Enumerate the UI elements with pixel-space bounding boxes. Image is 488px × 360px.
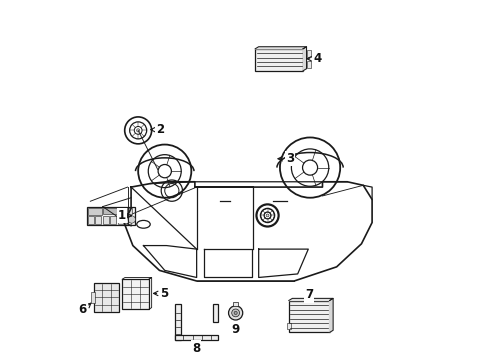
Polygon shape: [303, 47, 306, 71]
Circle shape: [231, 309, 239, 317]
Bar: [122, 279, 148, 309]
Text: 4: 4: [313, 52, 321, 65]
Bar: [88, 208, 102, 215]
Bar: [127, 208, 132, 214]
Text: 6: 6: [79, 303, 87, 316]
Text: 1: 1: [118, 209, 126, 222]
Text: 3: 3: [285, 152, 293, 165]
Bar: [88, 216, 94, 224]
Text: 2: 2: [156, 123, 164, 136]
Bar: [175, 334, 218, 339]
Circle shape: [228, 306, 242, 320]
Bar: [117, 216, 123, 224]
Circle shape: [136, 129, 140, 132]
Bar: [288, 301, 329, 332]
Bar: [175, 304, 181, 339]
Bar: [121, 208, 126, 214]
Bar: [306, 61, 310, 68]
Bar: [102, 216, 109, 224]
Bar: [124, 216, 131, 224]
Text: 5: 5: [160, 287, 168, 300]
Bar: [232, 302, 238, 306]
Bar: [86, 207, 134, 225]
Polygon shape: [329, 298, 332, 332]
Bar: [95, 216, 102, 224]
Text: 9: 9: [231, 323, 239, 336]
Text: 8: 8: [191, 342, 200, 355]
Circle shape: [265, 214, 268, 217]
Bar: [91, 292, 94, 303]
Bar: [94, 283, 119, 312]
Bar: [110, 216, 116, 224]
Bar: [286, 323, 290, 329]
Circle shape: [234, 311, 237, 315]
Bar: [212, 304, 218, 322]
Circle shape: [128, 216, 135, 223]
Bar: [255, 49, 303, 71]
Bar: [306, 50, 310, 57]
Polygon shape: [255, 47, 306, 49]
Bar: [102, 208, 119, 214]
Text: 7: 7: [305, 288, 312, 301]
Polygon shape: [288, 298, 332, 301]
